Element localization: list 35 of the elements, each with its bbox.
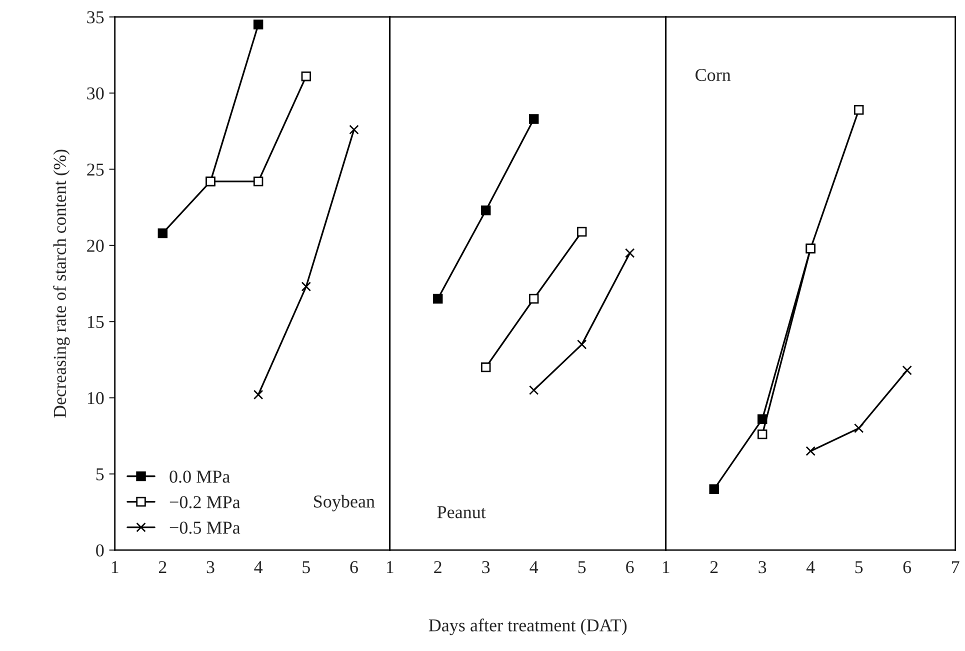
x-axis-title: Days after treatment (DAT) xyxy=(428,618,627,636)
y-tick-label: 30 xyxy=(87,87,104,100)
legend-label: 0.0 MPa xyxy=(170,470,230,483)
x-tick-label: 1 xyxy=(662,561,670,574)
x-tick-label: 1 xyxy=(386,561,394,574)
y-tick-label: 25 xyxy=(87,164,104,176)
legend-label: −0.2 MPa xyxy=(170,496,240,508)
x-tick-label: 2 xyxy=(434,561,442,574)
y-axis-title: Decreasing rate of starch content (%) xyxy=(53,150,70,418)
x-tick-label: 3 xyxy=(482,561,490,574)
x-tick-label: 5 xyxy=(302,561,310,574)
x-tick-label: 4 xyxy=(254,561,263,574)
y-tick-label: 0 xyxy=(96,544,104,557)
x-tick-label: 5 xyxy=(855,561,863,574)
legend-label: −0.5 MPa xyxy=(170,522,240,534)
x-tick-label: 3 xyxy=(758,561,766,574)
x-tick-label: 7 xyxy=(952,561,960,574)
annotation: Corn xyxy=(696,68,731,82)
x-tick-label: 1 xyxy=(112,561,118,574)
annotation: Soybean xyxy=(314,494,375,512)
y-tick-label: 35 xyxy=(87,11,104,24)
x-tick-label: 5 xyxy=(578,561,586,574)
x-tick-label: 6 xyxy=(350,561,358,574)
x-tick-label: 4 xyxy=(530,561,538,574)
y-tick-label: 10 xyxy=(88,392,104,404)
annotation: Peanut xyxy=(437,506,486,518)
x-tick-label: 6 xyxy=(626,561,634,574)
x-tick-label: 6 xyxy=(903,561,912,574)
x-tick-label: 4 xyxy=(806,561,815,574)
x-tick-label: 2 xyxy=(158,561,166,574)
y-tick-label: 20 xyxy=(87,240,104,252)
x-tick-label: 3 xyxy=(206,561,214,574)
y-tick-label: 15 xyxy=(88,316,104,328)
y-tick-label: 5 xyxy=(96,468,104,480)
x-tick-label: 2 xyxy=(710,561,718,574)
